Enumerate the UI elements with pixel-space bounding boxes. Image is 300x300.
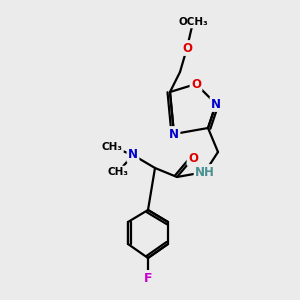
Text: CH₃: CH₃ — [101, 142, 122, 152]
Text: N: N — [211, 98, 221, 110]
Text: N: N — [169, 128, 179, 140]
Text: NH: NH — [195, 166, 215, 178]
Text: F: F — [144, 272, 152, 284]
Text: N: N — [128, 148, 138, 161]
Text: O: O — [188, 152, 198, 164]
Text: O: O — [182, 41, 192, 55]
Text: CH₃: CH₃ — [107, 167, 128, 177]
Text: O: O — [191, 77, 201, 91]
Text: OCH₃: OCH₃ — [178, 17, 208, 27]
